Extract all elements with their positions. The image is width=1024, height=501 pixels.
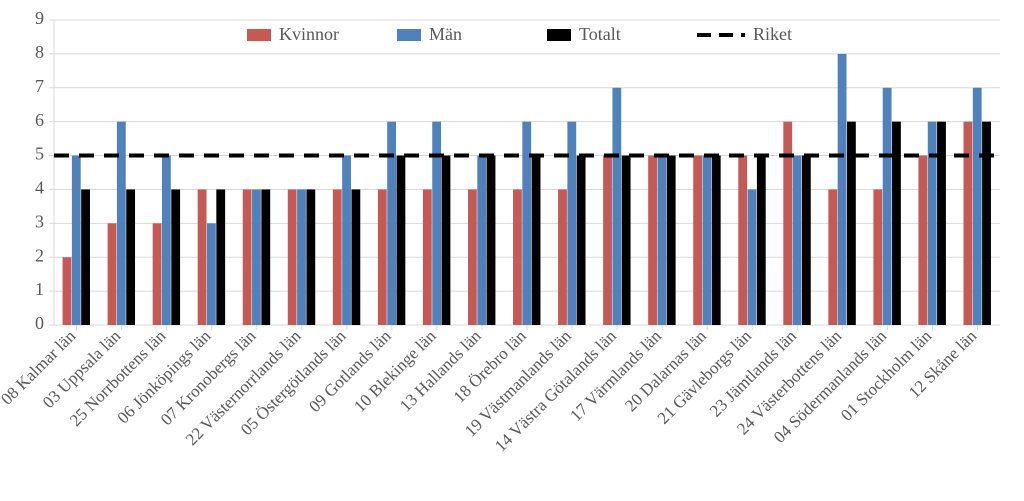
y-tick-label: 1: [35, 279, 44, 299]
bar-kvinnor: [423, 189, 432, 325]
bar-kvinnor: [603, 156, 612, 325]
bar-totalt: [261, 189, 270, 325]
bar-män: [162, 156, 171, 325]
bar-kvinnor: [828, 189, 837, 325]
chart-container: 012345678908 Kalmar län03 Uppsala län25 …: [0, 0, 1024, 501]
bar-män: [748, 189, 757, 325]
bar-kvinnor: [558, 189, 567, 325]
legend-swatch: [247, 29, 271, 41]
y-tick-label: 3: [35, 211, 44, 231]
bar-kvinnor: [198, 189, 207, 325]
bar-totalt: [892, 122, 901, 325]
bar-män: [297, 189, 306, 325]
bar-män: [567, 122, 576, 325]
bar-män: [477, 156, 486, 325]
bar-kvinnor: [153, 223, 162, 325]
bar-totalt: [487, 156, 496, 325]
bar-kvinnor: [108, 223, 117, 325]
bar-män: [432, 122, 441, 325]
bar-män: [928, 122, 937, 325]
y-tick-label: 4: [35, 178, 44, 198]
bar-totalt: [442, 156, 451, 325]
y-tick-label: 7: [35, 76, 44, 96]
bar-män: [883, 88, 892, 325]
bar-män: [207, 223, 216, 325]
bar-totalt: [126, 189, 135, 325]
bar-totalt: [982, 122, 991, 325]
legend-label: Riket: [753, 24, 792, 44]
bar-kvinnor: [333, 189, 342, 325]
y-tick-label: 6: [35, 110, 44, 130]
bar-totalt: [397, 156, 406, 325]
bar-män: [252, 189, 261, 325]
bar-män: [973, 88, 982, 325]
bar-män: [657, 156, 666, 325]
bar-kvinnor: [873, 189, 882, 325]
y-tick-label: 2: [35, 245, 44, 265]
bar-kvinnor: [783, 122, 792, 325]
bar-män: [117, 122, 126, 325]
legend-swatch: [547, 29, 571, 41]
bar-kvinnor: [243, 189, 252, 325]
bar-totalt: [937, 122, 946, 325]
bar-kvinnor: [648, 156, 657, 325]
bar-kvinnor: [918, 156, 927, 325]
bar-totalt: [81, 189, 90, 325]
bar-chart: 012345678908 Kalmar län03 Uppsala län25 …: [0, 0, 1024, 501]
bar-totalt: [802, 156, 811, 325]
bar-totalt: [306, 189, 315, 325]
bar-män: [793, 156, 802, 325]
bar-män: [72, 156, 81, 325]
legend-label: Kvinnor: [279, 24, 339, 44]
bar-totalt: [847, 122, 856, 325]
bar-totalt: [757, 156, 766, 325]
y-tick-label: 9: [35, 8, 44, 28]
y-tick-label: 5: [35, 144, 44, 164]
bar-män: [342, 156, 351, 325]
bar-kvinnor: [63, 257, 72, 325]
legend-label: Män: [429, 24, 462, 44]
bar-totalt: [351, 189, 360, 325]
bar-totalt: [667, 156, 676, 325]
bar-kvinnor: [738, 156, 747, 325]
bar-män: [522, 122, 531, 325]
bar-totalt: [712, 156, 721, 325]
bar-män: [612, 88, 621, 325]
bar-kvinnor: [468, 189, 477, 325]
bar-kvinnor: [964, 122, 973, 325]
bar-totalt: [216, 189, 225, 325]
bar-kvinnor: [513, 189, 522, 325]
bar-totalt: [577, 156, 586, 325]
legend-label: Totalt: [579, 24, 621, 44]
bar-kvinnor: [693, 156, 702, 325]
y-tick-label: 8: [35, 42, 44, 62]
bar-män: [703, 156, 712, 325]
bar-totalt: [171, 189, 180, 325]
bar-män: [838, 54, 847, 325]
bar-kvinnor: [288, 189, 297, 325]
bar-kvinnor: [378, 189, 387, 325]
legend-swatch: [397, 29, 421, 41]
y-tick-label: 0: [35, 313, 44, 333]
bar-män: [387, 122, 396, 325]
bar-totalt: [532, 156, 541, 325]
bar-totalt: [622, 156, 631, 325]
